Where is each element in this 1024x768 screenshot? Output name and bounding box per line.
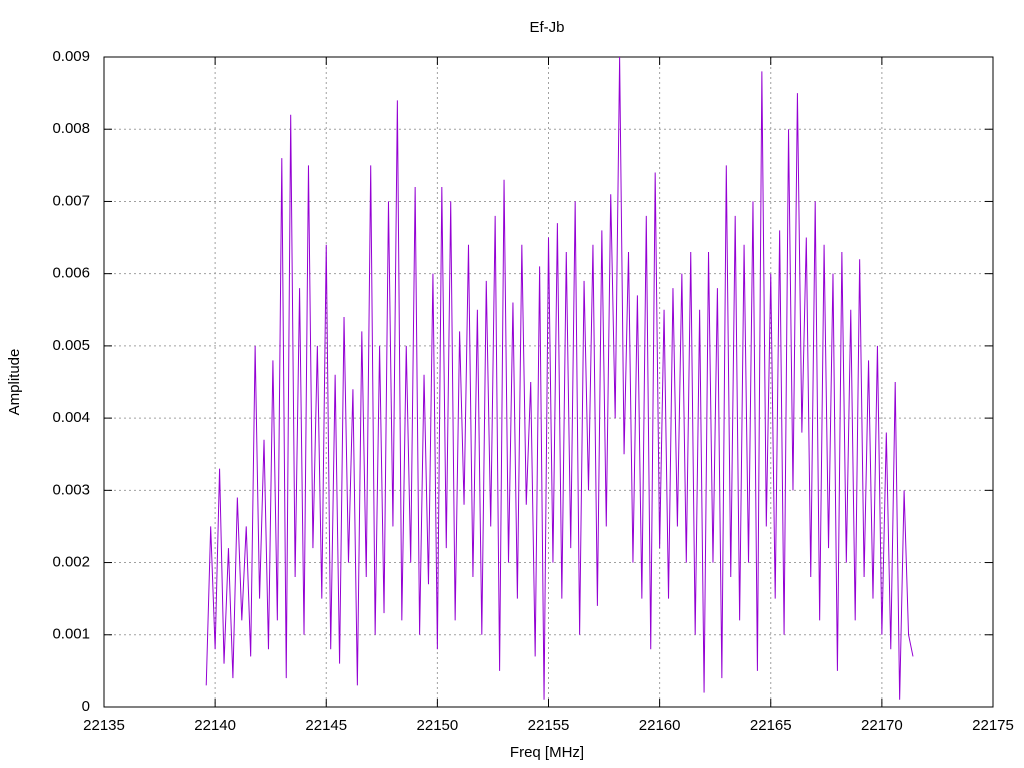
x-tick-label: 22140 xyxy=(194,717,236,734)
y-tick-label: 0.004 xyxy=(52,409,90,426)
x-tick-label: 22170 xyxy=(861,717,903,734)
y-tick-label: 0.008 xyxy=(52,120,90,137)
y-tick-label: 0.006 xyxy=(52,265,90,282)
y-tick-label: 0.002 xyxy=(52,554,90,571)
x-tick-label: 22145 xyxy=(305,717,347,734)
y-axis-label: Amplitude xyxy=(6,349,23,416)
x-axis-label: Freq [MHz] xyxy=(510,744,584,761)
x-tick-label: 22150 xyxy=(417,717,459,734)
y-tick-label: 0.005 xyxy=(52,337,90,354)
plot-frame xyxy=(103,56,994,708)
y-tick-label: 0.009 xyxy=(52,48,90,65)
y-tick-label: 0.001 xyxy=(52,626,90,643)
x-tick-label: 22175 xyxy=(972,717,1014,734)
chart-title: Ef-Jb xyxy=(529,19,564,36)
x-tick-label: 22165 xyxy=(750,717,792,734)
y-tick-label: 0 xyxy=(82,698,90,715)
y-tick-label: 0.003 xyxy=(52,481,90,498)
x-tick-label: 22160 xyxy=(639,717,681,734)
data-line xyxy=(205,56,914,700)
x-tick-label: 22155 xyxy=(528,717,570,734)
y-tick-label: 0.007 xyxy=(52,192,90,209)
x-tick-label: 22135 xyxy=(83,717,125,734)
